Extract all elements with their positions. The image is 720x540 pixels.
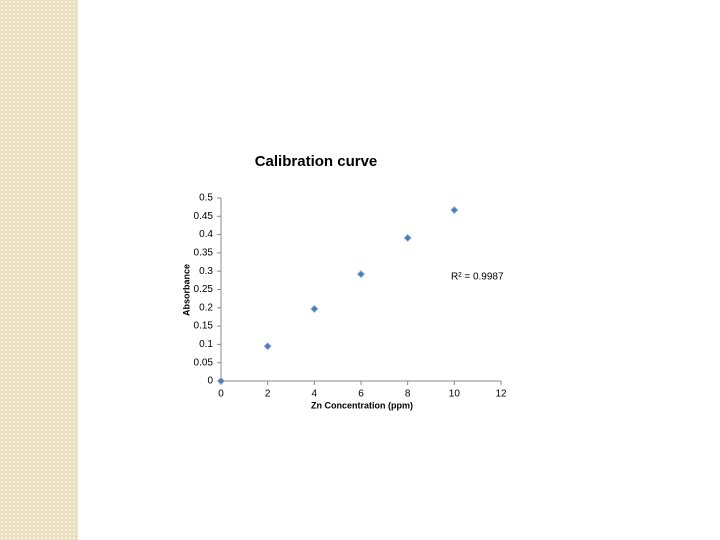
x-tick-label: 8 [405,389,411,400]
x-tick-label: 0 [218,389,224,400]
x-tick-label: 12 [495,389,507,400]
y-tick-label: 0.4 [199,229,213,240]
r-squared-annotation: R² = 0.9987 [451,272,504,283]
x-axis-label: Zn Concentration (ppm) [311,400,413,410]
y-tick-label: 0.45 [194,211,214,222]
decorative-strip [0,0,78,540]
point [356,270,366,279]
y-tick-label: 0.2 [199,302,213,313]
chart-title: Calibration curve [255,153,378,170]
y-tick-label: 0.25 [194,284,214,295]
y-axis-label: Absorbance [181,264,191,316]
y-tick-label: 0.35 [194,248,214,259]
point [403,233,412,242]
point [216,376,226,386]
x-tick-label: 10 [449,389,461,400]
point [310,304,319,313]
y-tick-label: 0.5 [199,193,213,204]
point [263,342,272,351]
y-tick-label: 0.05 [194,357,214,368]
x-tick-label: 4 [312,389,318,400]
y-tick-label: 0.15 [194,321,214,332]
y-tick-label: 0.3 [199,266,213,277]
x-tick-label: 6 [358,389,364,400]
x-tick-label: 2 [265,389,271,400]
y-tick-label: 0.1 [199,339,213,350]
point [450,206,459,215]
y-tick-label: 0 [207,376,213,387]
